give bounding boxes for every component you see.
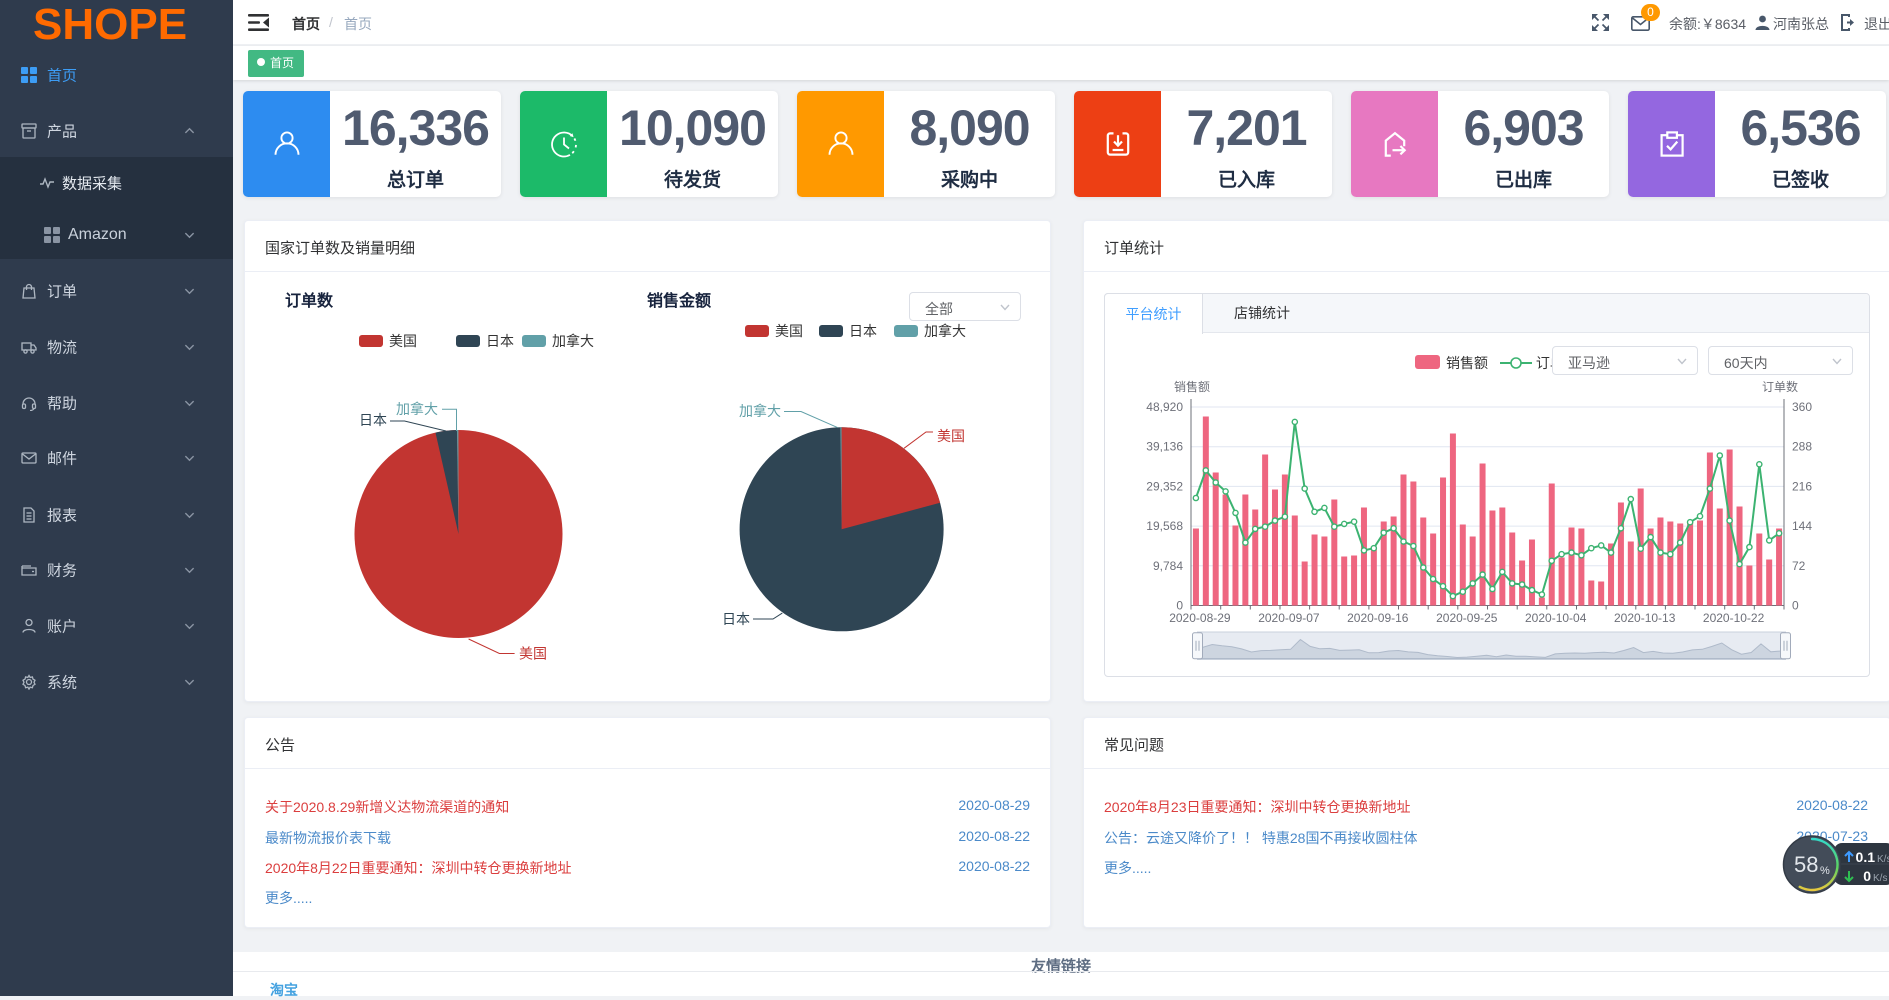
svg-text:0: 0 — [1863, 868, 1871, 884]
svg-text:2020-09-07: 2020-09-07 — [1258, 611, 1320, 625]
svg-text:288: 288 — [1792, 440, 1812, 454]
svg-text:销售额: 销售额 — [1174, 379, 1210, 394]
svg-text:日本: 日本 — [359, 412, 387, 428]
svg-text:2020-08-29: 2020-08-29 — [1169, 611, 1231, 625]
svg-text:360: 360 — [1792, 400, 1812, 414]
svg-text:0: 0 — [1792, 599, 1799, 613]
svg-text:K/s: K/s — [1873, 873, 1887, 884]
svg-text:0: 0 — [1176, 599, 1183, 613]
svg-text:39,136: 39,136 — [1146, 440, 1183, 454]
svg-text:2020-10-04: 2020-10-04 — [1525, 611, 1587, 625]
svg-text:加拿大: 加拿大 — [739, 403, 781, 419]
svg-text:美国: 美国 — [937, 428, 965, 444]
svg-text:58: 58 — [1794, 852, 1818, 877]
svg-text:2020-10-22: 2020-10-22 — [1703, 611, 1765, 625]
svg-text:48,920: 48,920 — [1146, 400, 1183, 414]
svg-text:2020-09-16: 2020-09-16 — [1347, 611, 1409, 625]
svg-text:美国: 美国 — [519, 646, 547, 662]
svg-text:19,568: 19,568 — [1146, 519, 1183, 533]
svg-text:订单数: 订单数 — [1762, 379, 1798, 394]
svg-text:72: 72 — [1792, 559, 1806, 573]
svg-text:216: 216 — [1792, 479, 1812, 493]
svg-text:2020-10-13: 2020-10-13 — [1614, 611, 1676, 625]
svg-text:日本: 日本 — [722, 611, 750, 627]
svg-text:0.1: 0.1 — [1856, 849, 1876, 865]
svg-text:9,784: 9,784 — [1153, 559, 1183, 573]
svg-text:%: % — [1820, 865, 1830, 877]
svg-text:144: 144 — [1792, 519, 1812, 533]
svg-text:29,352: 29,352 — [1146, 479, 1183, 493]
svg-text:加拿大: 加拿大 — [396, 401, 438, 417]
svg-text:K/s: K/s — [1877, 854, 1889, 865]
svg-text:2020-09-25: 2020-09-25 — [1436, 611, 1498, 625]
